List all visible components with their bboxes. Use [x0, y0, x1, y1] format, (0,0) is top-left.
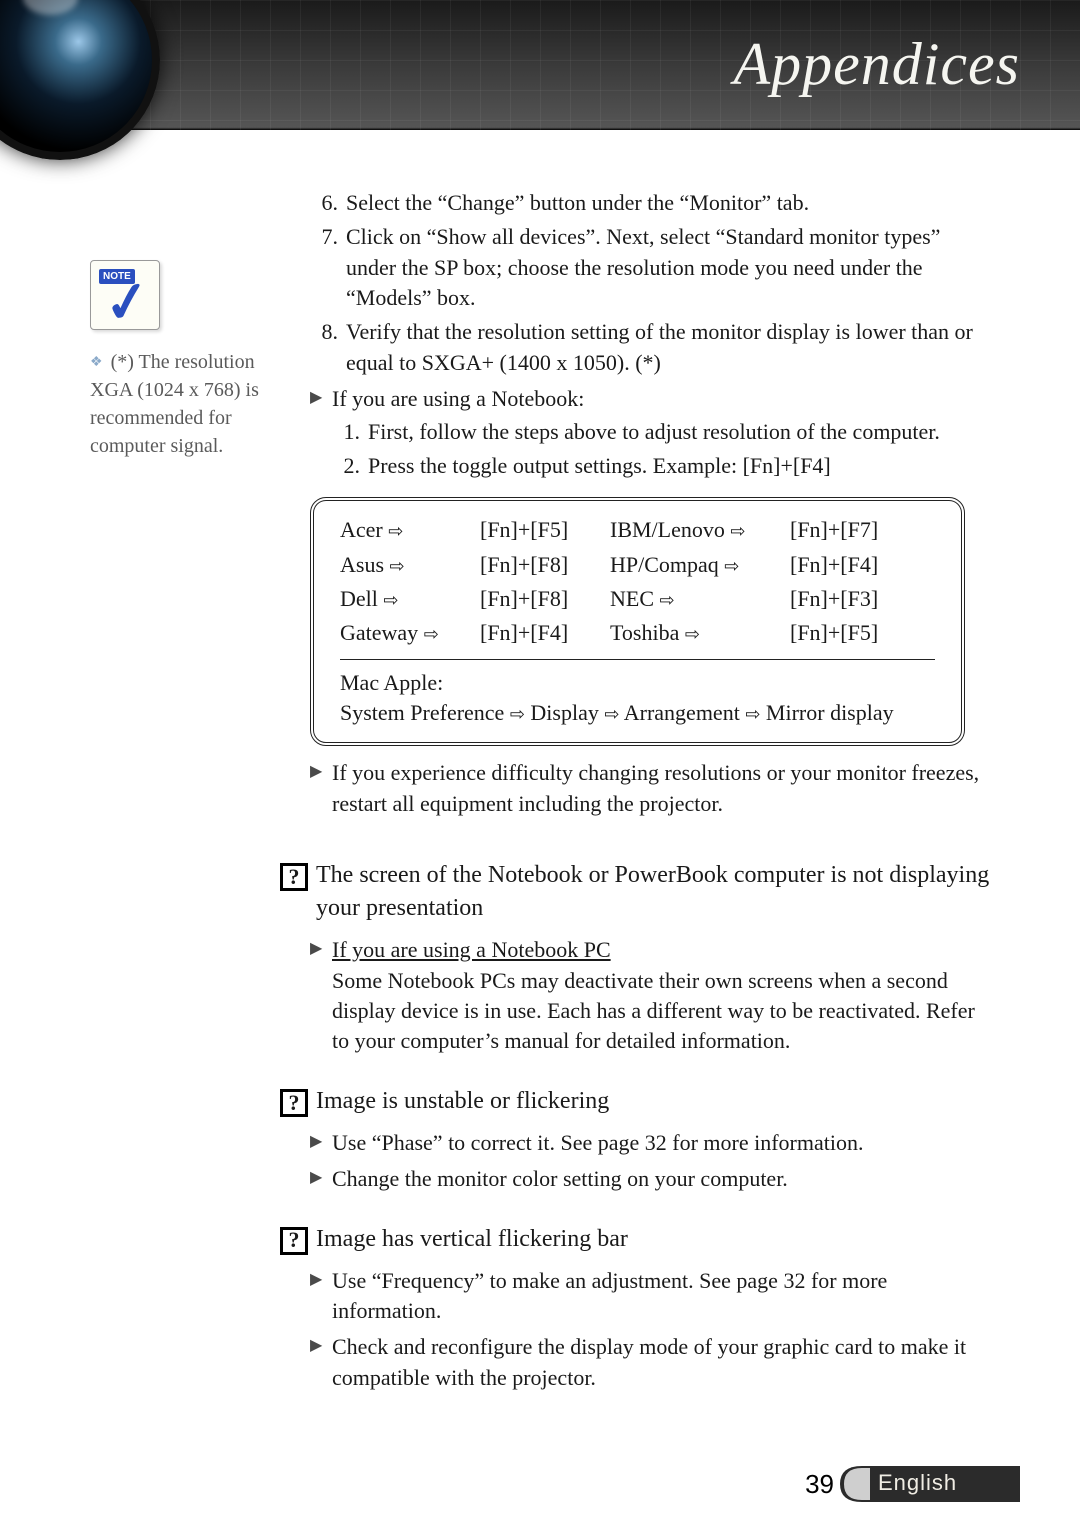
notebook-heading: ▶ If you are using a Notebook: — [310, 384, 990, 414]
kb-combo: [Fn]+[F8] — [480, 584, 610, 614]
triangle-bullet-icon: ▶ — [310, 1332, 332, 1393]
page-number: 39 — [805, 1469, 834, 1500]
sidebar-note: NOTE ✓ ❖(*) The resolution XGA (1024 x 7… — [90, 260, 270, 460]
kb-brand: HP/Compaq ⇨ — [610, 550, 790, 580]
kb-brand: Asus ⇨ — [340, 550, 480, 580]
kb-combo: [Fn]+[F3] — [790, 584, 910, 614]
kb-brand: Gateway ⇨ — [340, 618, 480, 648]
section-title: Appendices — [733, 30, 1020, 99]
question-icon: ? — [280, 863, 308, 891]
kb-combo: [Fn]+[F7] — [790, 515, 910, 545]
faq-unstable-flicker: ? Image is unstable or flickering ▶Use “… — [310, 1085, 990, 1195]
page-header: Appendices — [0, 0, 1080, 130]
diamond-bullet-icon: ❖ — [90, 353, 103, 373]
triangle-bullet-icon: ▶ — [310, 384, 332, 414]
faq-screen-not-displaying: ? The screen of the Notebook or PowerBoo… — [310, 859, 990, 1057]
kb-combo: [Fn]+[F4] — [790, 550, 910, 580]
triangle-bullet-icon: ▶ — [310, 1266, 332, 1327]
camera-lens-decor — [0, 0, 160, 160]
kb-brand: Toshiba ⇨ — [610, 618, 790, 648]
steps-continued: 6.Select the “Change” button under the “… — [310, 188, 990, 378]
kb-combo: [Fn]+[F5] — [480, 515, 610, 545]
kb-brand: Dell ⇨ — [340, 584, 480, 614]
kb-brand: IBM/Lenovo ⇨ — [610, 515, 790, 545]
mac-label: Mac Apple: — [340, 668, 935, 698]
kb-combo: [Fn]+[F5] — [790, 618, 910, 648]
question-icon: ? — [280, 1089, 308, 1117]
question-icon: ? — [280, 1227, 308, 1255]
triangle-bullet-icon: ▶ — [310, 935, 332, 1056]
fn-key-table: Acer ⇨[Fn]+[F5]IBM/Lenovo ⇨[Fn]+[F7]Asus… — [310, 497, 965, 746]
kb-combo: [Fn]+[F8] — [480, 550, 610, 580]
note-text: ❖(*) The resolution XGA (1024 x 768) is … — [90, 348, 270, 460]
triangle-bullet-icon: ▶ — [310, 1164, 332, 1194]
triangle-bullet-icon: ▶ — [310, 758, 332, 819]
page-footer: 39 English — [805, 1466, 1020, 1502]
triangle-bullet-icon: ▶ — [310, 1128, 332, 1158]
note-icon: NOTE ✓ — [90, 260, 160, 330]
kb-combo: [Fn]+[F4] — [480, 618, 610, 648]
kb-brand: NEC ⇨ — [610, 584, 790, 614]
notebook-steps: 1.First, follow the steps above to adjus… — [332, 417, 990, 482]
mac-path: System Preference ⇨ Display ⇨ Arrangemen… — [340, 698, 935, 728]
main-content: 6.Select the “Change” button under the “… — [310, 188, 990, 1395]
kb-brand: Acer ⇨ — [340, 515, 480, 545]
language-badge: English — [840, 1466, 1020, 1502]
difficulty-note: ▶ If you experience difficulty changing … — [310, 758, 990, 819]
faq-vertical-bar: ? Image has vertical flickering bar ▶Use… — [310, 1223, 990, 1394]
